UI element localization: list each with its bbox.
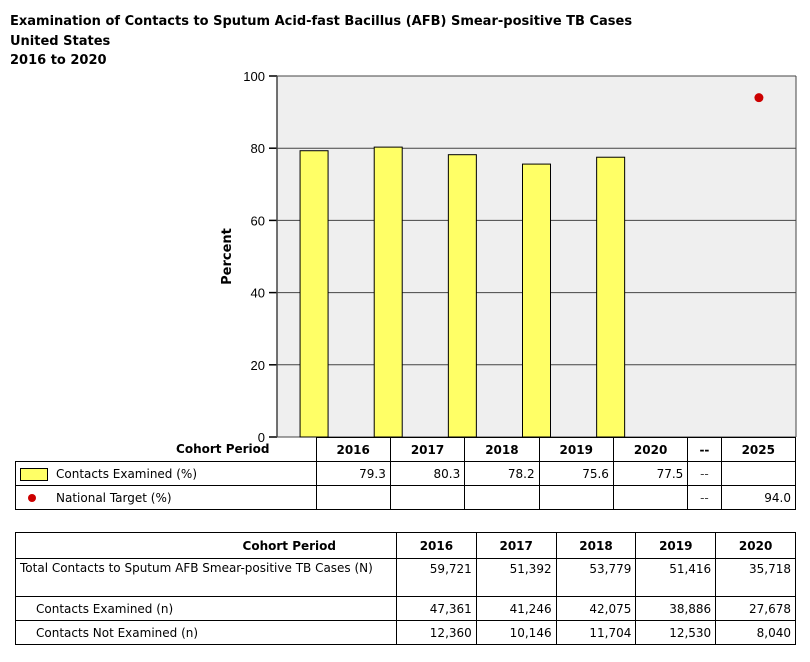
value-cell: 78.2 <box>464 461 540 486</box>
row-label: Contacts Examined (n) <box>15 596 397 621</box>
legend-row-national-target: National Target (%) -- 94.0 <box>15 485 797 510</box>
category-label: 2018 <box>464 437 540 462</box>
table-cell: 8,040 <box>715 620 796 645</box>
y-tick-label: 100 <box>243 69 265 84</box>
chart-subtitle-location: United States <box>10 34 111 49</box>
y-tick-label: 40 <box>251 286 265 301</box>
value-cell <box>315 485 391 510</box>
table-header: 2016 <box>396 532 477 559</box>
table-cell: 47,361 <box>396 596 477 621</box>
target-point-2025 <box>754 93 764 103</box>
value-cell <box>389 485 466 510</box>
value-cell: -- <box>687 485 722 510</box>
y-tick-label: 80 <box>251 141 265 156</box>
table-cell: 27,678 <box>715 596 796 621</box>
table-cell: 59,721 <box>396 558 477 597</box>
row-label: Total Contacts to Sputum AFB Smear-posit… <box>15 558 397 597</box>
table-row: Contacts Not Examined (n) 12,360 10,146 … <box>15 620 796 645</box>
table-header: 2017 <box>475 532 557 559</box>
table-header: Cohort Period <box>15 532 397 559</box>
bar-2017 <box>373 146 403 438</box>
table-row: Total Contacts to Sputum AFB Smear-posit… <box>15 558 796 597</box>
table-header: 2019 <box>635 532 717 559</box>
red-dot-icon <box>28 494 36 502</box>
category-label: 2016 <box>315 437 391 462</box>
table-row: Contacts Examined (n) 47,361 41,246 42,0… <box>15 596 796 621</box>
category-label: -- <box>687 437 722 462</box>
value-cell <box>720 461 797 486</box>
category-label: 2025 <box>720 437 797 462</box>
bar-2018 <box>447 154 477 438</box>
category-label: 2020 <box>612 437 689 462</box>
category-label: 2019 <box>538 437 614 462</box>
table-cell: 10,146 <box>475 620 557 645</box>
y-tick-label: 20 <box>251 358 265 373</box>
legend-row-contacts-examined: Contacts Examined (%) 79.3 80.3 78.2 75.… <box>15 461 797 486</box>
table-header: 2020 <box>715 532 796 559</box>
table-cell: 41,246 <box>475 596 557 621</box>
yellow-bar-swatch-icon <box>20 467 48 481</box>
category-label: 2017 <box>389 437 466 462</box>
table-cell: 51,392 <box>475 558 557 597</box>
table-cell: 35,718 <box>715 558 796 597</box>
data-table: Cohort Period 2016 2017 2018 2019 2020 T… <box>15 532 796 645</box>
value-cell: 75.6 <box>538 461 614 486</box>
legend-label: National Target (%) <box>56 490 172 505</box>
y-axis-label: Percent <box>220 228 235 285</box>
table-cell: 53,779 <box>555 558 637 597</box>
value-cell <box>612 485 689 510</box>
bar-2016 <box>299 150 329 438</box>
value-cell: 79.3 <box>315 461 391 486</box>
cohort-period-label: Cohort Period <box>15 437 317 462</box>
value-cell: 77.5 <box>612 461 689 486</box>
table-cell: 42,075 <box>555 596 637 621</box>
bar-2019 <box>522 163 551 438</box>
table-cell: 12,360 <box>396 620 477 645</box>
table-cell: 12,530 <box>635 620 717 645</box>
legend-table: Cohort Period 2016 2017 2018 2019 2020 -… <box>15 437 797 510</box>
table-cell: 11,704 <box>555 620 637 645</box>
value-cell: 80.3 <box>389 461 466 486</box>
value-cell: 94.0 <box>720 485 797 510</box>
value-cell <box>538 485 614 510</box>
chart-subtitle-years: 2016 to 2020 <box>10 53 107 68</box>
table-cell: 38,886 <box>635 596 717 621</box>
chart-title: Examination of Contacts to Sputum Acid-f… <box>10 14 633 29</box>
table-header: 2018 <box>555 532 637 559</box>
table-cell: 51,416 <box>635 558 717 597</box>
y-tick-label: 60 <box>251 213 265 228</box>
bar-2020 <box>596 156 626 438</box>
value-cell <box>464 485 540 510</box>
row-label: Contacts Not Examined (n) <box>15 620 397 645</box>
value-cell: -- <box>687 461 722 486</box>
legend-label: Contacts Examined (%) <box>56 466 197 481</box>
